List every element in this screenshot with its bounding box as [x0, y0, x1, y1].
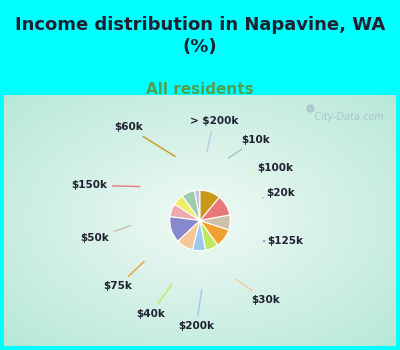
Wedge shape [200, 215, 230, 230]
Text: $200k: $200k [178, 290, 214, 331]
Text: All residents: All residents [146, 82, 254, 97]
Text: $10k: $10k [229, 135, 270, 158]
Text: $50k: $50k [80, 225, 131, 243]
Wedge shape [178, 220, 200, 250]
Text: $150k: $150k [71, 180, 140, 190]
Text: $40k: $40k [136, 284, 172, 319]
Text: $30k: $30k [236, 279, 280, 305]
Text: $20k: $20k [262, 188, 295, 198]
Wedge shape [200, 197, 230, 220]
Text: $75k: $75k [104, 261, 144, 291]
Text: Income distribution in Napavine, WA
(%): Income distribution in Napavine, WA (%) [15, 16, 385, 56]
Wedge shape [170, 204, 200, 220]
Text: $100k: $100k [251, 163, 294, 174]
Text: City-Data.com: City-Data.com [308, 112, 384, 122]
Wedge shape [200, 220, 229, 245]
Wedge shape [192, 220, 206, 251]
Wedge shape [200, 190, 219, 220]
Text: $60k: $60k [114, 122, 175, 156]
Text: > $200k: > $200k [190, 116, 238, 152]
Text: $125k: $125k [263, 236, 304, 246]
Wedge shape [200, 220, 218, 250]
Wedge shape [182, 191, 200, 220]
Wedge shape [174, 196, 200, 220]
Wedge shape [170, 217, 200, 241]
Wedge shape [194, 190, 200, 220]
